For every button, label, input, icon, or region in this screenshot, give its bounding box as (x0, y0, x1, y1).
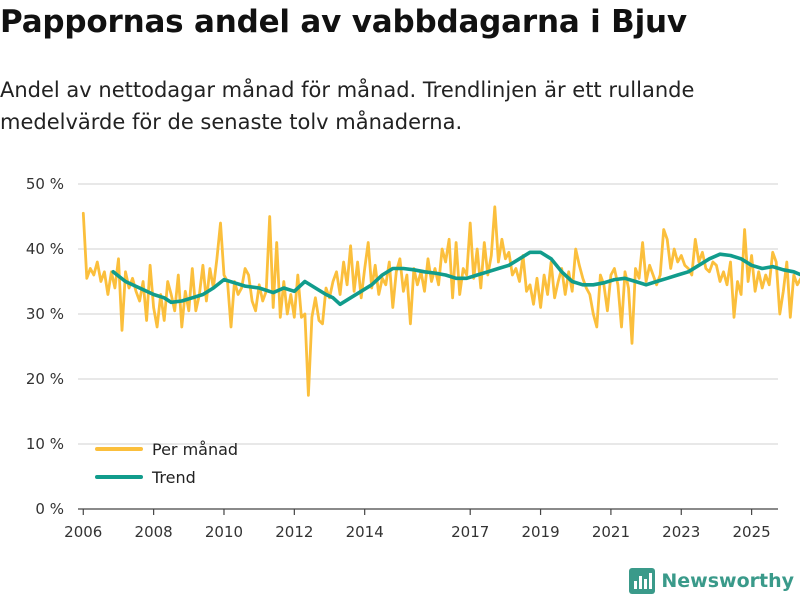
legend-label-per-manad: Per månad (152, 440, 238, 459)
x-axis: 2006 2008 2010 2012 2014 2017 2019 2021 2023 2025 (64, 508, 778, 541)
chart-title: Pappornas andel av vabbdagarna i Bjuv (0, 4, 687, 40)
x-tick-label: 2014 (346, 523, 384, 541)
legend-label-trend: Trend (151, 468, 196, 487)
brand-name: Newsworthy (661, 570, 794, 592)
legend: Per månad Trend (95, 440, 238, 487)
x-tick-label: 2006 (64, 523, 102, 541)
series-line-trend (111, 250, 800, 307)
x-tick-label: 2012 (275, 523, 313, 541)
x-tick-label: 2021 (592, 523, 630, 541)
series-line-per-manad (81, 205, 800, 397)
newsworthy-brand[interactable]: Newsworthy (629, 568, 794, 594)
y-tick-label: 0 % (35, 500, 64, 518)
y-axis-ticks: 0 % 10 % 20 % 30 % 40 % 50 % (26, 175, 64, 518)
y-tick-label: 30 % (26, 305, 64, 323)
y-tick-label: 10 % (26, 435, 64, 453)
x-tick-label: 2019 (521, 523, 559, 541)
y-tick-label: 40 % (26, 240, 64, 258)
x-tick-label: 2017 (451, 523, 489, 541)
y-tick-label: 20 % (26, 370, 64, 388)
newsworthy-logo-icon (629, 568, 656, 594)
x-tick-label: 2023 (662, 523, 700, 541)
x-tick-label: 2025 (733, 523, 771, 541)
y-tick-label: 50 % (26, 175, 64, 193)
x-tick-label: 2008 (135, 523, 173, 541)
x-tick-label: 2010 (205, 523, 243, 541)
chart-subtitle: Andel av nettodagar månad för månad. Tre… (0, 78, 695, 134)
data-series (81, 205, 800, 397)
